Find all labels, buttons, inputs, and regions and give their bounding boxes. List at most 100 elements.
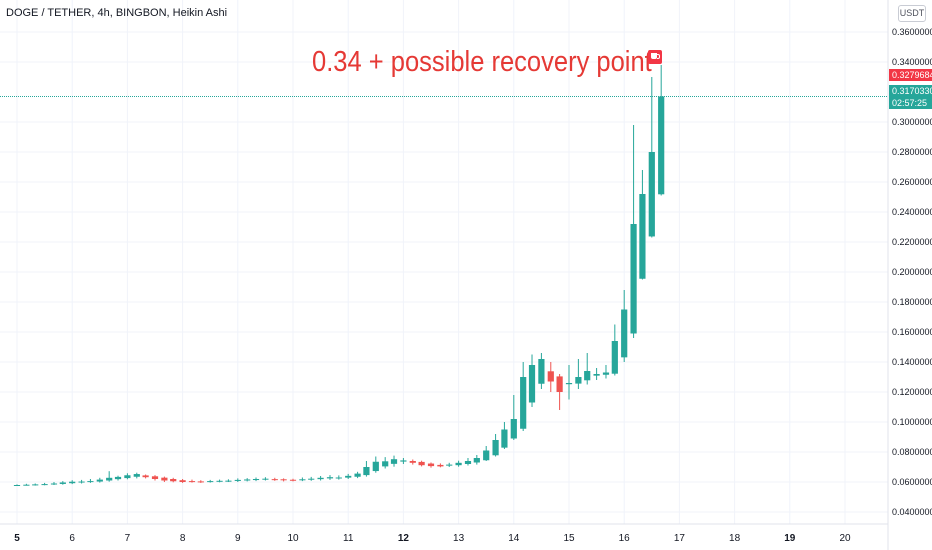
candle-body	[207, 481, 214, 483]
candle-body	[538, 359, 545, 384]
candle-body	[106, 477, 113, 481]
candle-body	[87, 481, 94, 483]
chart-title: DOGE / TETHER, 4h, BINGBON, Heikin Ashi	[6, 7, 228, 19]
candle-body	[455, 462, 462, 466]
grid	[0, 0, 888, 524]
candle-body	[464, 461, 472, 464]
x-tick-label: 8	[180, 533, 186, 544]
x-tick-label: 18	[729, 533, 741, 544]
x-tick-label: 5	[14, 533, 20, 544]
candle-body	[446, 464, 453, 466]
candle-body	[363, 467, 370, 476]
candle-body	[372, 461, 379, 472]
y-tick-label: 0.2200000	[892, 237, 932, 247]
candle-body	[142, 475, 149, 478]
candle-body	[179, 480, 186, 482]
candle-body	[483, 450, 490, 461]
candle-body	[556, 376, 563, 392]
y-tick-label: 0.0400000	[892, 507, 932, 517]
candle-body	[510, 419, 517, 439]
candle-body	[114, 476, 122, 480]
time-axis-labels: 5 6 7 8 9 10 11 12 13 14 15 16 17 18 19 20	[14, 533, 851, 544]
candle-body	[299, 479, 306, 481]
candle-body	[501, 429, 508, 448]
candle-body	[234, 479, 241, 481]
high-price-badge: 0.3279684	[889, 69, 932, 81]
y-tick-label: 0.2800000	[892, 147, 932, 157]
candle-body	[317, 477, 324, 480]
x-tick-label: 11	[343, 533, 354, 544]
candle-body	[133, 474, 140, 477]
y-tick-label: 0.2000000	[892, 267, 932, 277]
candle-body	[326, 477, 334, 479]
x-tick-label: 20	[839, 533, 851, 544]
y-tick-label: 0.1200000	[892, 387, 932, 397]
candle-body	[124, 475, 131, 479]
candle-body	[13, 485, 21, 486]
candle-body	[188, 481, 196, 483]
candle-body	[289, 479, 297, 481]
candle-body	[658, 96, 665, 195]
x-tick-label: 6	[69, 533, 75, 544]
y-tick-label: 0.3400000	[892, 57, 932, 67]
candle-body	[252, 479, 260, 481]
candle-body	[418, 461, 425, 466]
candle-body	[409, 461, 416, 463]
y-tick-label: 0.1000000	[892, 417, 932, 427]
candle-body	[170, 479, 177, 482]
candle-body	[96, 479, 103, 482]
candle-body	[271, 479, 278, 481]
countdown-badge: 02:57:25	[889, 97, 932, 109]
candle-body	[390, 459, 398, 464]
candle-body	[23, 484, 30, 486]
candle-body	[648, 152, 655, 237]
coffee-cup-icon	[648, 50, 662, 64]
x-tick-label: 10	[287, 533, 299, 544]
candle-body	[575, 377, 582, 384]
candle-body	[151, 476, 159, 479]
y-tick-label: 0.0600000	[892, 477, 932, 487]
x-tick-label: 14	[508, 533, 520, 544]
candle-body	[492, 440, 499, 456]
candle-body	[308, 478, 315, 480]
candle-body	[69, 481, 76, 484]
candle-body	[400, 460, 407, 462]
x-tick-label: 9	[235, 533, 241, 544]
candle-body	[225, 480, 232, 482]
candle-body	[547, 371, 554, 382]
candle-body	[473, 458, 480, 463]
candle-body	[50, 483, 58, 485]
candle-body	[437, 464, 444, 467]
x-tick-label: 12	[398, 533, 410, 544]
candle-body	[335, 477, 342, 479]
candle-body	[280, 479, 287, 481]
x-tick-label: 7	[125, 533, 131, 544]
currency-button[interactable]: USDT	[898, 5, 926, 22]
candle-body	[354, 473, 361, 477]
candle-body	[59, 482, 66, 484]
x-tick-label: 17	[674, 533, 686, 544]
y-tick-label: 0.2600000	[892, 177, 932, 187]
candle-body	[602, 372, 610, 375]
y-tick-label: 0.1800000	[892, 297, 932, 307]
candle-body	[427, 463, 435, 467]
candles	[13, 65, 665, 486]
x-tick-label: 15	[563, 533, 575, 544]
y-tick-label: 0.1400000	[892, 357, 932, 367]
price-axis-labels: 0.3600000 0.3400000 0.3000000 0.2800000 0.26…	[892, 27, 932, 517]
candle-body	[262, 478, 269, 480]
candle-body	[197, 481, 204, 483]
candle-body	[78, 481, 85, 483]
candle-body	[528, 365, 536, 403]
y-tick-label: 0.0800000	[892, 447, 932, 457]
candle-body	[593, 374, 600, 376]
candle-body	[161, 477, 168, 481]
candle-body	[611, 341, 618, 374]
chart-annotation: 0.34 + possible recovery point	[312, 46, 652, 78]
candle-body	[584, 371, 591, 381]
x-tick-label: 13	[453, 533, 465, 544]
candle-body	[520, 377, 527, 429]
candle-body	[216, 480, 223, 482]
last-price-badge: 0.3170330	[889, 85, 932, 97]
